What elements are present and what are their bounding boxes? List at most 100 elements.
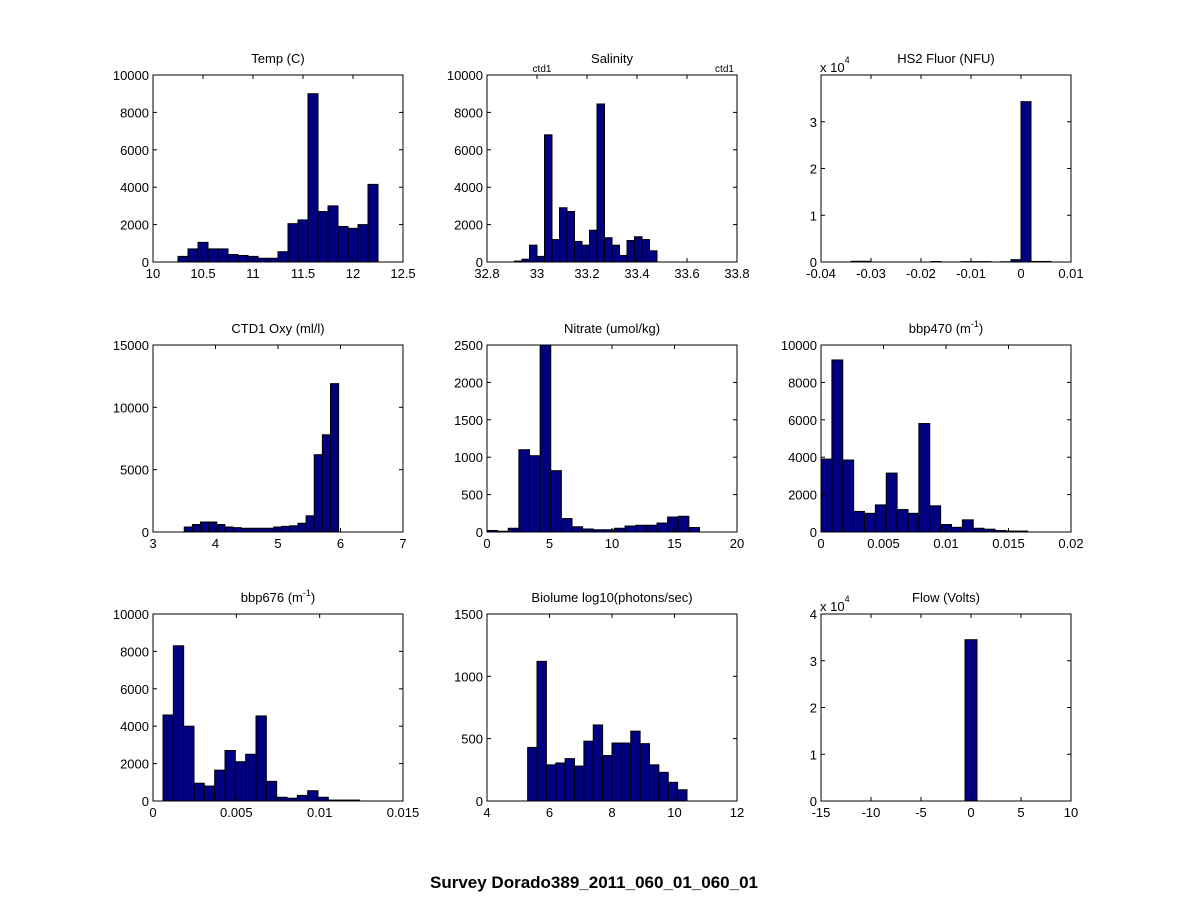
- histogram-bar: [559, 207, 568, 263]
- histogram-bar: [193, 782, 205, 802]
- histogram-bar: [518, 449, 530, 533]
- histogram-bar: [265, 780, 278, 802]
- histogram-bar: [307, 790, 319, 802]
- histogram-bar: [611, 244, 620, 263]
- annotation-label: ctd1: [533, 64, 552, 75]
- x-tick-label: 5: [546, 536, 553, 551]
- histogram-bar: [347, 227, 359, 263]
- histogram-bar: [614, 527, 626, 533]
- y-tick-label: 2: [810, 162, 817, 177]
- x-tick-label: 0: [1017, 266, 1024, 281]
- histogram-bar: [367, 183, 379, 263]
- bars: [527, 660, 688, 802]
- x-tick-label: 33: [530, 266, 544, 281]
- histogram-bar: [677, 515, 690, 533]
- x-tick-label: -15: [812, 805, 831, 820]
- histogram-bar: [162, 714, 174, 802]
- histogram-bar: [885, 472, 898, 533]
- y-tick-label: 4000: [120, 719, 149, 734]
- bars: [514, 103, 658, 263]
- histogram-bar: [645, 524, 658, 533]
- histogram-bar: [641, 239, 650, 263]
- bars: [162, 645, 361, 802]
- x-tick-label: 11: [246, 266, 260, 281]
- y-tick-label: 2000: [454, 375, 483, 390]
- y-tick-label: 2000: [120, 218, 149, 233]
- x-tick-label: 6: [546, 805, 553, 820]
- subplot-title-text: HS2 Fluor (NFU): [897, 51, 995, 66]
- histogram-bar: [571, 526, 584, 533]
- y-tick-label: 0: [810, 255, 817, 270]
- histogram-bar: [634, 236, 643, 263]
- y-tick-label: 10000: [113, 400, 149, 415]
- x-tick-label: 10: [1064, 805, 1078, 820]
- subplot-9: -15 -10 -5 0 5 10 0 1 2 3 4 Flow (Volts) x 104: [810, 590, 1078, 820]
- histogram-bar: [604, 237, 613, 263]
- y-tick-label: 2000: [120, 757, 149, 772]
- histogram-bar: [602, 754, 613, 802]
- histogram-bar: [1020, 101, 1032, 263]
- histogram-bar: [929, 505, 942, 533]
- subplot-title-superscript: -1: [971, 319, 979, 329]
- histogram-bar: [626, 239, 635, 263]
- x-tick-label: -10: [862, 805, 881, 820]
- histogram-bar: [624, 525, 637, 533]
- y-tick-label: 6000: [788, 413, 817, 428]
- histogram-bar: [256, 527, 266, 533]
- x-tick-label: 0.01: [933, 536, 958, 551]
- histogram-bar: [907, 512, 920, 533]
- y-tick-label: 1: [810, 208, 817, 223]
- y-tick-label: 6000: [454, 143, 483, 158]
- histogram-bar: [214, 769, 226, 802]
- histogram-bar: [667, 516, 679, 533]
- y-tick-label: 0: [476, 525, 483, 540]
- y-tick-label: 8000: [120, 644, 149, 659]
- x-tick-label: 12.5: [390, 266, 415, 281]
- y-tick-label: 5000: [120, 463, 149, 478]
- histogram-bar: [321, 434, 331, 533]
- y-tick-label: 0: [810, 794, 817, 809]
- x-tick-label: 12: [346, 266, 360, 281]
- y-tick-label: 4000: [120, 180, 149, 195]
- annotation-label: ctd1: [715, 64, 734, 75]
- histogram-bar: [864, 512, 876, 533]
- histogram-bar: [257, 257, 269, 263]
- subplot-title: HS2 Fluor (NFU): [897, 51, 995, 66]
- histogram-bar: [224, 750, 236, 802]
- y-tick-label: 1500: [454, 413, 483, 428]
- y-tick-label: 0: [142, 525, 149, 540]
- x-tick-label: -0.02: [906, 266, 936, 281]
- x-tick-label: 33.2: [574, 266, 599, 281]
- histogram-bar: [216, 524, 226, 533]
- x-tick-label: 4: [483, 805, 490, 820]
- y-exponent-power: 4: [845, 594, 850, 604]
- subplot-title: CTD1 Oxy (ml/l): [231, 321, 324, 336]
- y-tick-label: 2: [810, 701, 817, 716]
- bars: [177, 93, 379, 263]
- histogram-bar: [529, 455, 541, 533]
- subplot-title-text: Temp (C): [251, 51, 304, 66]
- y-exponent-power: 4: [845, 55, 850, 65]
- x-tick-label: 15: [667, 536, 681, 551]
- histogram-bar: [234, 761, 247, 802]
- x-tick-label: -0.03: [856, 266, 886, 281]
- subplot-title-text: bbp470 (m: [909, 321, 971, 336]
- subplot-title-text: Biolume log10(photons/sec): [531, 590, 692, 605]
- subplot-7: 0 0.005 0.01 0.015 0 2000 4000 6000 8000 10000 bbp…: [113, 588, 419, 820]
- y-tick-label: 10000: [113, 68, 149, 83]
- histogram-bar: [307, 93, 319, 263]
- subplot-8: 4 6 8 10 12 0 500 1000 1500 Biolume log10(photons…: [454, 590, 744, 820]
- histogram-bar: [276, 796, 288, 802]
- histogram-bar: [224, 526, 234, 533]
- y-tick-label: 0: [142, 255, 149, 270]
- y-exponent-label: x 104: [820, 594, 850, 614]
- histogram-bar: [539, 344, 552, 533]
- histogram-bar: [191, 524, 201, 533]
- histogram-bar: [620, 742, 632, 802]
- histogram-bar: [203, 785, 216, 802]
- x-tick-label: 6: [337, 536, 344, 551]
- histogram-bar: [574, 765, 585, 802]
- histogram-bar: [964, 639, 978, 802]
- histogram-bar: [972, 527, 985, 533]
